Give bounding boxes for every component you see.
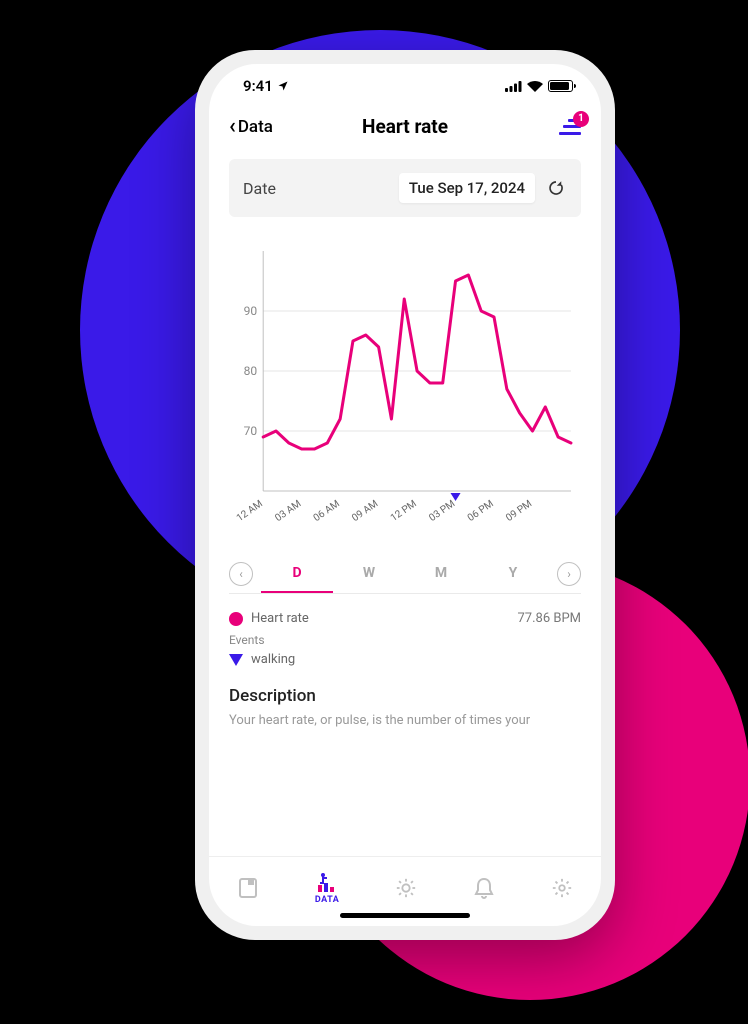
tab-data-label: DATA	[315, 895, 339, 905]
legend: Heart rate 77.86 BPM Events walking	[229, 608, 581, 670]
svg-text:12 AM: 12 AM	[235, 498, 265, 524]
legend-triangle-icon	[229, 654, 243, 666]
range-tab-m[interactable]: M	[405, 555, 477, 593]
status-time: 9:41	[243, 77, 273, 95]
legend-series-label: Heart rate	[251, 611, 309, 626]
range-tab-w[interactable]: W	[333, 555, 405, 593]
svg-text:09 PM: 09 PM	[504, 498, 534, 523]
battery-icon	[548, 80, 573, 92]
tab-journal[interactable]	[237, 877, 259, 899]
gear-icon	[551, 877, 573, 899]
svg-text:12 PM: 12 PM	[389, 498, 419, 523]
legend-event-label: walking	[251, 652, 295, 667]
refresh-button[interactable]	[545, 177, 567, 199]
journal-icon	[237, 877, 259, 899]
svg-text:80: 80	[244, 364, 258, 378]
data-icon	[316, 871, 338, 893]
svg-text:03 AM: 03 AM	[273, 498, 303, 524]
range-selector: ‹ DWMY ›	[229, 555, 581, 594]
legend-event: walking	[229, 649, 581, 670]
chevron-left-icon: ‹	[229, 114, 236, 139]
header: ‹ Data Heart rate 1	[209, 108, 601, 153]
tab-settings[interactable]	[551, 877, 573, 899]
date-picker-row: Date Tue Sep 17, 2024	[229, 159, 581, 217]
svg-text:06 AM: 06 AM	[312, 498, 342, 524]
back-button[interactable]: ‹ Data	[229, 114, 273, 139]
tab-insights[interactable]	[395, 877, 417, 899]
range-next-button[interactable]: ›	[557, 562, 581, 586]
range-tab-d[interactable]: D	[261, 555, 333, 593]
legend-events-label: Events	[229, 629, 581, 649]
location-icon	[277, 80, 289, 92]
screen: 9:41 ‹ Data Heart	[209, 64, 601, 926]
date-value[interactable]: Tue Sep 17, 2024	[399, 173, 535, 203]
notification-badge: 1	[573, 111, 589, 127]
phone-frame: 9:41 ‹ Data Heart	[195, 50, 615, 940]
description-title: Description	[229, 686, 581, 706]
tab-data[interactable]: DATA	[315, 871, 339, 905]
range-prev-button[interactable]: ‹	[229, 562, 253, 586]
bell-icon	[473, 877, 495, 899]
legend-series-value: 77.86 BPM	[517, 611, 581, 626]
description-section: Description Your heart rate, or pulse, i…	[229, 686, 581, 728]
tab-alerts[interactable]	[473, 877, 495, 899]
legend-series: Heart rate 77.86 BPM	[229, 608, 581, 629]
sun-icon	[395, 877, 417, 899]
range-tab-y[interactable]: Y	[477, 555, 549, 593]
range-tabs: DWMY	[261, 555, 549, 593]
svg-text:03 PM: 03 PM	[427, 498, 457, 523]
status-bar: 9:41	[209, 64, 601, 108]
description-body: Your heart rate, or pulse, is the number…	[229, 712, 581, 728]
svg-text:06 PM: 06 PM	[466, 498, 496, 523]
home-indicator	[340, 913, 470, 918]
heart-rate-chart[interactable]: 70 80 90 12 AM 03 AM 06 AM 09 AM 12 PM 03 PM 06 P…	[229, 241, 581, 541]
svg-text:70: 70	[244, 424, 258, 438]
back-label: Data	[238, 117, 273, 137]
signal-icon	[505, 81, 522, 92]
svg-text:90: 90	[244, 304, 258, 318]
refresh-icon	[547, 179, 565, 197]
date-label: Date	[243, 179, 276, 198]
legend-dot-icon	[229, 612, 243, 626]
wifi-icon	[527, 81, 543, 92]
filter-button[interactable]: 1	[559, 119, 581, 135]
svg-text:09 AM: 09 AM	[350, 498, 380, 524]
